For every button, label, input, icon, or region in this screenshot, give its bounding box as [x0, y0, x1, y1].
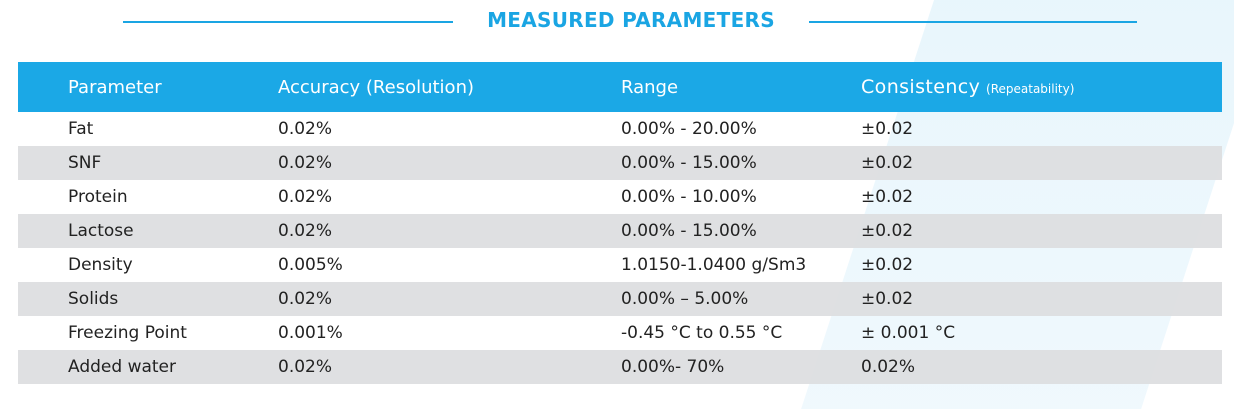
table-row: Added water 0.02% 0.00%- 70% 0.02% [18, 350, 1222, 384]
cell-range: 1.0150-1.0400 g/Sm3 [621, 255, 807, 275]
cell-range: 0.00% – 5.00% [621, 282, 861, 316]
cell-accuracy: 0.005% [278, 255, 343, 275]
table-row: Protein 0.02% 0.00% - 10.00% ±0.02 [18, 180, 1222, 214]
table-row: Freezing Point 0.001% -0.45 °C to 0.55 °… [18, 316, 1222, 350]
cell-accuracy: 0.02% [278, 119, 333, 139]
cell-parameter: Protein [68, 187, 128, 207]
cell-consistency: ±0.02 [861, 214, 1222, 248]
table-row: SNF 0.02% 0.00% - 15.00% ±0.02 [18, 146, 1222, 180]
cell-consistency: ±0.02 [861, 146, 1222, 180]
cell-range: 0.00%- 70% [621, 350, 861, 384]
cell-parameter: Lactose [18, 214, 278, 248]
table-row: Fat 0.02% 0.00% - 20.00% ±0.02 [18, 112, 1222, 146]
section-title: MEASURED PARAMETERS [487, 8, 775, 32]
cell-consistency: ±0.02 [861, 255, 914, 275]
title-divider-left [123, 21, 453, 23]
header-range: Range [621, 62, 861, 112]
cell-accuracy: 0.02% [278, 350, 621, 384]
table-row: Solids 0.02% 0.00% – 5.00% ±0.02 [18, 282, 1222, 316]
cell-accuracy: 0.001% [278, 323, 343, 343]
header-accuracy: Accuracy (Resolution) [278, 62, 621, 112]
section-title-row: MEASURED PARAMETERS [0, 0, 1234, 44]
cell-parameter: Solids [18, 282, 278, 316]
cell-accuracy: 0.02% [278, 187, 333, 207]
cell-accuracy: 0.02% [278, 214, 621, 248]
table-header-row: Parameter Accuracy (Resolution) Range Co… [18, 62, 1222, 112]
table-row: Lactose 0.02% 0.00% - 15.00% ±0.02 [18, 214, 1222, 248]
cell-consistency: ±0.02 [861, 282, 1222, 316]
header-consistency-label: Consistency [861, 76, 981, 98]
header-consistency-sub: (Repeatability) [986, 82, 1075, 96]
cell-range: 0.00% - 10.00% [621, 187, 757, 207]
cell-consistency: 0.02% [861, 350, 1222, 384]
cell-range: 0.00% - 15.00% [621, 146, 861, 180]
cell-parameter: Added water [18, 350, 278, 384]
header-consistency: Consistency (Repeatability) [861, 62, 1222, 112]
cell-parameter: Density [68, 255, 133, 275]
header-parameter: Parameter [18, 62, 278, 112]
cell-parameter: Fat [68, 119, 94, 139]
cell-consistency: ±0.02 [861, 187, 914, 207]
cell-consistency: ±0.02 [861, 119, 914, 139]
cell-range: 0.00% - 15.00% [621, 214, 861, 248]
parameters-table: Parameter Accuracy (Resolution) Range Co… [18, 62, 1222, 384]
title-divider-right [809, 21, 1137, 23]
cell-parameter: Freezing Point [68, 323, 187, 343]
cell-accuracy: 0.02% [278, 146, 621, 180]
cell-accuracy: 0.02% [278, 282, 621, 316]
table-row: Density 0.005% 1.0150-1.0400 g/Sm3 ±0.02 [18, 248, 1222, 282]
cell-parameter: SNF [18, 146, 278, 180]
cell-range: 0.00% - 20.00% [621, 119, 757, 139]
cell-consistency: ± 0.001 °C [861, 323, 956, 343]
cell-range: -0.45 °C to 0.55 °C [621, 323, 783, 343]
